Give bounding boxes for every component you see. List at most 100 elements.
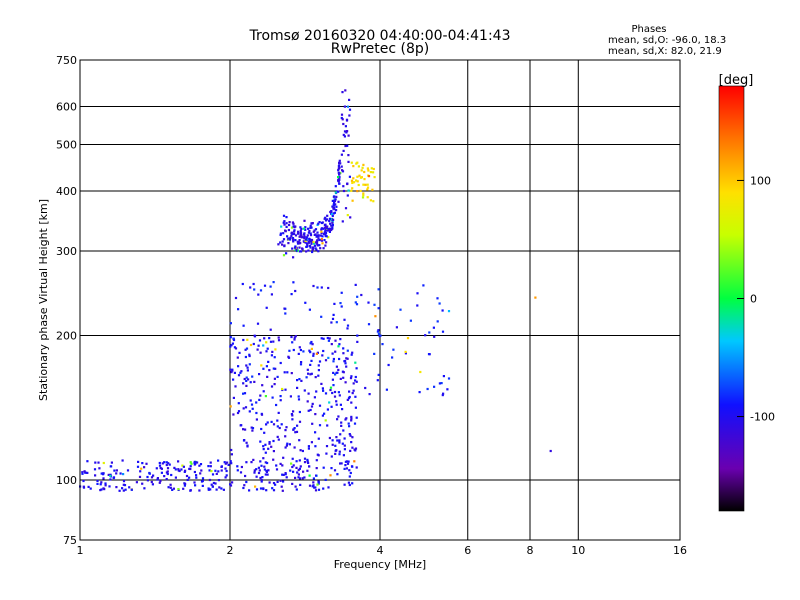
data-point — [320, 232, 323, 235]
data-point — [327, 356, 330, 359]
data-point — [321, 354, 324, 357]
data-point — [311, 250, 314, 254]
data-point — [335, 436, 338, 439]
data-point — [335, 321, 338, 324]
data-point — [316, 483, 319, 486]
data-point — [126, 469, 130, 472]
data-point — [165, 478, 168, 481]
data-point — [232, 413, 235, 416]
data-point — [295, 430, 299, 433]
data-point — [348, 425, 351, 428]
data-point — [277, 411, 280, 414]
data-point — [275, 464, 278, 467]
data-point — [328, 230, 331, 233]
data-point — [190, 462, 193, 465]
data-point — [329, 474, 332, 477]
data-point — [294, 335, 297, 338]
data-point — [265, 365, 268, 368]
data-point — [373, 352, 376, 355]
data-point — [297, 476, 300, 479]
data-point — [259, 440, 262, 443]
data-point — [326, 229, 329, 232]
data-point — [317, 364, 320, 367]
data-point — [115, 469, 118, 472]
data-point — [282, 232, 285, 235]
data-point — [337, 167, 340, 170]
data-point — [352, 389, 355, 392]
data-point — [312, 284, 315, 288]
data-point — [294, 234, 298, 237]
data-point — [265, 489, 268, 492]
data-point — [272, 439, 275, 443]
data-point — [327, 236, 330, 239]
data-point — [307, 461, 310, 464]
data-point — [279, 395, 282, 398]
data-point — [334, 203, 337, 206]
data-point — [355, 303, 359, 306]
data-point — [322, 337, 325, 340]
data-point — [367, 169, 370, 172]
data-point — [292, 428, 295, 431]
data-point — [316, 453, 319, 456]
data-point — [432, 326, 435, 329]
data-point — [358, 174, 361, 177]
data-point — [337, 165, 340, 168]
data-point — [298, 459, 301, 462]
data-point — [262, 344, 265, 347]
data-point — [146, 479, 149, 482]
data-point — [372, 171, 375, 174]
data-point — [295, 488, 298, 491]
data-point — [352, 177, 355, 180]
data-point — [267, 447, 270, 450]
data-point — [301, 247, 304, 250]
data-point — [293, 232, 296, 236]
data-point — [194, 484, 197, 487]
data-point — [232, 338, 236, 342]
data-point — [326, 408, 329, 411]
data-point — [303, 457, 307, 460]
data-point — [260, 364, 263, 367]
data-point — [259, 487, 263, 490]
data-point — [263, 431, 266, 434]
data-point — [209, 488, 212, 491]
y-tick-label: 500 — [56, 139, 77, 152]
data-point — [265, 423, 268, 426]
data-point — [335, 400, 338, 403]
data-point — [143, 487, 146, 490]
data-point — [282, 214, 286, 217]
data-point — [347, 481, 350, 484]
data-point — [245, 384, 248, 387]
data-point — [323, 412, 326, 415]
x-axis-ticks: 1 2 4 6 8 10 16 — [77, 544, 688, 557]
data-point — [301, 477, 304, 480]
data-point — [290, 462, 293, 465]
data-point — [269, 340, 273, 343]
data-point — [84, 471, 87, 474]
data-point — [242, 382, 245, 385]
data-point — [230, 453, 233, 456]
chart-title: Tromsø 20160320 04:40:00-04:41:43 — [249, 28, 511, 44]
data-point — [214, 469, 217, 472]
data-point — [295, 460, 298, 463]
data-point — [346, 324, 350, 327]
data-point — [294, 485, 297, 488]
data-point — [189, 467, 192, 471]
data-point — [299, 465, 302, 468]
data-point — [258, 469, 261, 472]
data-point — [290, 231, 293, 234]
data-point — [312, 246, 315, 249]
data-point — [332, 371, 335, 374]
data-point — [229, 484, 233, 487]
data-point — [339, 403, 342, 406]
data-point — [343, 318, 346, 321]
data-point — [313, 396, 316, 399]
data-point — [225, 469, 228, 473]
data-point — [337, 368, 340, 371]
data-point — [282, 473, 285, 476]
data-point — [306, 460, 309, 463]
data-point — [316, 286, 319, 289]
data-point — [282, 221, 285, 224]
data-point — [310, 359, 313, 362]
data-point — [292, 464, 295, 467]
data-point — [171, 488, 174, 491]
